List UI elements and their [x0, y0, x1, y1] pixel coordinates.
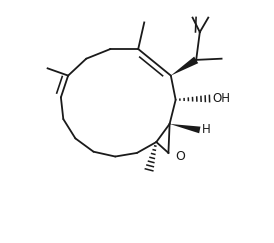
- Text: O: O: [176, 150, 185, 163]
- Text: OH: OH: [212, 92, 230, 105]
- Polygon shape: [171, 57, 198, 76]
- Text: H: H: [202, 123, 211, 137]
- Polygon shape: [170, 124, 201, 133]
